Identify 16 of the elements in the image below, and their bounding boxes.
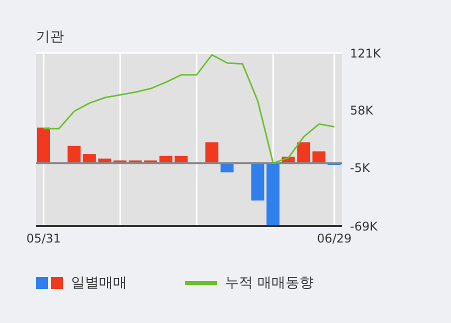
bar [251, 163, 264, 201]
bar [205, 142, 218, 164]
y-tick-label: 58K [350, 104, 374, 118]
legend-label: 일별매매 [71, 274, 127, 292]
y-tick-label: -69K [350, 219, 379, 234]
bar [68, 146, 81, 164]
legend-label: 누적 매매동향 [225, 274, 314, 292]
x-tick-label: 05/31 [26, 232, 61, 246]
y-tick-label: 121K [350, 46, 382, 60]
bar [266, 163, 280, 226]
y-tick-label: -5K [350, 160, 371, 175]
x-tick-label: 06/29 [317, 232, 352, 246]
chart-title: 기관 [36, 28, 64, 46]
bar [37, 128, 50, 164]
line-series [42, 54, 336, 164]
bar [297, 142, 310, 164]
